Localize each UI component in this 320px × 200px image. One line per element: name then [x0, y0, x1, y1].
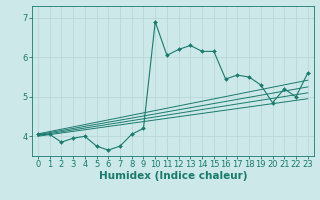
X-axis label: Humidex (Indice chaleur): Humidex (Indice chaleur) — [99, 171, 247, 181]
